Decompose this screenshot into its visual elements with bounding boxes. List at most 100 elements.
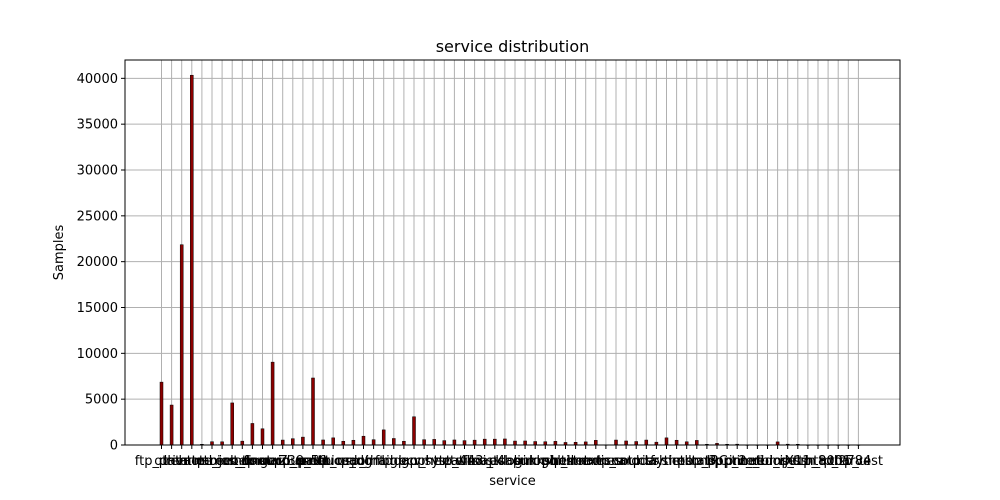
x-tick-label: login <box>529 454 561 469</box>
x-tick-label: rje <box>779 454 796 469</box>
x-tick-label: http <box>178 454 205 469</box>
x-tick-label: pop_3 <box>677 454 716 469</box>
x-tick-label: ntp_u <box>588 454 624 469</box>
x-tick-label: sunrpc <box>513 454 557 469</box>
bar <box>159 381 164 446</box>
x-tick-label: exec <box>581 454 611 469</box>
bar <box>674 439 679 446</box>
x-tick-label: X11 <box>785 454 810 469</box>
x-tick-label: csnet_ns <box>295 454 352 469</box>
bar <box>270 361 275 446</box>
x-tick-label: aol <box>818 454 838 469</box>
bar <box>311 377 315 446</box>
x-tick-label: other <box>154 454 189 469</box>
y-tick-label: 10000 <box>77 347 118 362</box>
bar <box>624 440 628 446</box>
x-axis-ticks: ftp_dataotherprivatehttpremote_jobnamene… <box>135 445 883 469</box>
x-tick-label: systat <box>425 454 464 469</box>
x-tick-label: link <box>514 454 537 469</box>
bar <box>695 440 699 446</box>
x-tick-label: printer <box>715 454 760 469</box>
bar <box>533 441 537 446</box>
x-tick-label: discard <box>592 454 639 469</box>
x-tick-label: gopher <box>401 454 448 469</box>
bar <box>169 404 174 446</box>
bar <box>482 438 487 446</box>
x-tick-label: hostnames <box>550 454 622 469</box>
x-tick-label: domain <box>349 454 398 469</box>
y-tick-label: 15000 <box>77 301 118 316</box>
bar <box>493 438 497 446</box>
x-tick-label: netbios_ssn <box>739 454 815 469</box>
y-axis-label: Samples <box>52 225 67 281</box>
x-tick-label: red_i <box>752 454 783 469</box>
bar <box>452 439 457 446</box>
bar <box>412 416 416 446</box>
x-tick-label: eco_i <box>216 454 249 469</box>
x-tick-label: netstat <box>664 454 710 469</box>
bar <box>442 440 447 446</box>
bar <box>280 439 285 446</box>
y-tick-label: 30000 <box>77 164 118 179</box>
x-tick-label: whois <box>456 454 493 469</box>
x-tick-label: ecr_i <box>399 454 430 469</box>
bar <box>291 438 295 446</box>
x-tick-label: vmnet <box>413 454 455 469</box>
bar <box>351 439 356 446</box>
x-tick-label: http_2784 <box>805 454 871 469</box>
y-tick-label: 20000 <box>77 255 118 270</box>
x-tick-label: netbios_dgm <box>302 454 386 469</box>
x-tick-label: http_8001 <box>785 454 851 469</box>
x-tick-label: ftp <box>375 454 393 469</box>
x-tick-label: urh_i <box>792 454 824 469</box>
bar <box>664 437 669 446</box>
bar <box>240 440 245 446</box>
y-tick-label: 25000 <box>77 209 118 224</box>
x-tick-label: kshell <box>537 454 575 469</box>
bar <box>341 440 346 446</box>
bar <box>594 440 598 446</box>
x-tick-label: ctf <box>638 454 655 469</box>
bar <box>230 402 234 446</box>
x-tick-label: courier <box>613 454 659 469</box>
x-tick-label: ldap <box>390 454 418 469</box>
x-tick-label: mtp <box>229 454 255 469</box>
bar <box>179 244 184 446</box>
x-tick-label: efs <box>455 454 475 469</box>
x-tick-label: harvest <box>834 454 883 469</box>
bar <box>260 428 265 446</box>
x-tick-label: smtp <box>297 454 330 469</box>
x-tick-label: auth <box>349 454 379 469</box>
bar <box>381 429 386 446</box>
bar <box>321 439 325 446</box>
x-tick-label: bgp <box>381 454 406 469</box>
x-tick-label: iso_tsap <box>468 454 521 469</box>
x-tick-label: remote_job <box>165 454 238 469</box>
x-tick-label: echo <box>489 454 520 469</box>
bar <box>301 436 305 446</box>
chart-title: service distribution <box>436 37 590 56</box>
bar <box>644 439 649 446</box>
bar <box>422 439 426 446</box>
bar <box>503 438 507 446</box>
x-tick-label: finger <box>243 454 282 469</box>
x-tick-label: netbios_ns <box>187 454 257 469</box>
bar <box>361 435 366 446</box>
x-tick-label: domain_u <box>241 454 304 469</box>
x-tick-label: pm_dump <box>725 454 790 469</box>
x-tick-label: nnsp <box>691 454 723 469</box>
bar <box>523 440 527 446</box>
bar <box>392 438 396 446</box>
y-tick-label: 5000 <box>85 393 118 408</box>
x-tick-label: nntp <box>611 454 641 469</box>
x-tick-label: name <box>194 454 231 469</box>
x-tick-label: imap4 <box>464 454 505 469</box>
bar <box>614 439 618 446</box>
x-tick-label: time <box>561 454 590 469</box>
bar <box>513 440 517 446</box>
x-axis-label: service <box>489 474 536 489</box>
x-tick-label: IRC <box>706 454 727 469</box>
y-tick-label: 35000 <box>77 118 118 133</box>
x-tick-label: tim_i <box>732 454 763 469</box>
